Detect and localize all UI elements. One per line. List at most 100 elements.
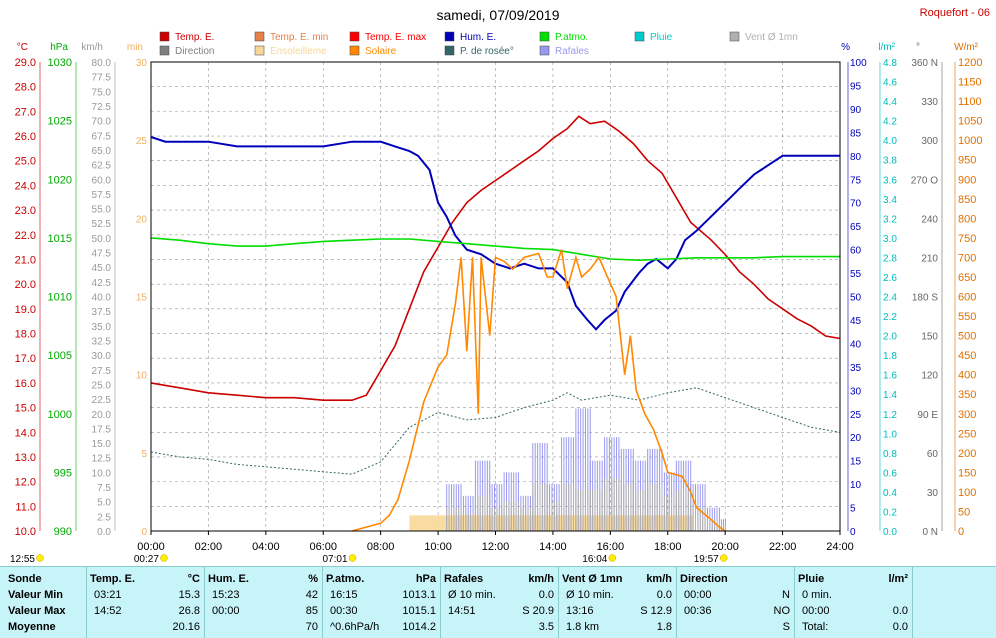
solar-tick: 1000 — [958, 135, 982, 147]
summary-separator — [322, 567, 323, 638]
summary-cell-time: 15:23 — [212, 589, 240, 601]
dir-tick: 60 — [927, 449, 939, 460]
wind-tick: 37.5 — [92, 307, 112, 318]
dir-tick: 90 E — [917, 410, 938, 421]
dir-tick: 210 — [921, 253, 938, 264]
summary-cell-value: 0.0 — [892, 605, 908, 617]
rain-tick: 1.8 — [883, 351, 897, 362]
rain-tick: 2.0 — [883, 332, 897, 343]
summary-cell-value: 26.8 — [178, 605, 200, 617]
summary-cell-time: 03:21 — [94, 589, 122, 601]
temp-tick: 24.0 — [15, 180, 36, 192]
solar-tick: 500 — [958, 331, 976, 343]
temp-tick: 27.0 — [15, 106, 36, 118]
legend-label: Rafales — [555, 46, 589, 57]
axis-unit-min: min — [127, 42, 143, 53]
dir-tick: 150 — [921, 332, 938, 343]
legend-swatch — [349, 45, 360, 56]
solar-tick: 1200 — [958, 57, 982, 69]
solar-tick: 750 — [958, 233, 976, 245]
legend-label: P.atmo. — [555, 32, 588, 43]
solar-tick: 150 — [958, 467, 976, 479]
summary-cell-value: NO — [773, 605, 791, 617]
temp-tick: 13.0 — [15, 452, 36, 464]
summary-separator — [676, 567, 677, 638]
temp-tick: 15.0 — [15, 403, 36, 415]
hum-tick: 60 — [850, 246, 862, 257]
temp-tick: 11.0 — [15, 501, 36, 513]
legend-swatch — [729, 31, 740, 42]
summary-cell-time: Ø 10 min. — [566, 589, 614, 601]
dir-tick: 330 — [921, 97, 938, 108]
summary-cell-value: 85 — [305, 605, 318, 617]
solar-tick: 850 — [958, 194, 976, 206]
time-axis: 00:00 02:00 04:00 06:00 08:00 10:00 12:00 14:00… — [137, 531, 854, 553]
summary-row-label: Sonde — [8, 573, 42, 585]
wind-tick: 30.0 — [92, 351, 112, 362]
press-tick: 1020 — [48, 174, 72, 186]
hum-tick: 5 — [850, 504, 856, 515]
solar-tick: 1150 — [958, 77, 982, 89]
wind-tick: 2.5 — [97, 512, 111, 523]
summary-section-title: Hum. E. — [208, 573, 249, 585]
temp-tick: 22.0 — [15, 230, 36, 242]
summary-cell-time: 00:36 — [684, 605, 712, 617]
dir-tick: 180 S — [912, 293, 938, 304]
summary-separator — [912, 567, 913, 638]
hum-tick: 20 — [850, 433, 862, 444]
hum-tick: 10 — [850, 480, 862, 491]
sun-event-label: 19:57 — [694, 554, 719, 565]
series-line-p-atmo- — [150, 237, 840, 262]
wind-tick: 7.5 — [97, 483, 111, 494]
legend-swatch — [444, 31, 455, 42]
dir-tick: 240 — [921, 214, 938, 225]
rain-tick: 1.0 — [883, 429, 897, 440]
legend-label: Ensoleilleme — [270, 46, 327, 57]
chart-title: samedi, 07/09/2019 — [437, 7, 560, 23]
time-tick-label: 10:00 — [424, 541, 452, 553]
summary-section-unit: l/m² — [888, 573, 908, 585]
legend-label: Temp. E. — [175, 32, 214, 43]
wind-tick: 17.5 — [92, 424, 112, 435]
solar-tick: 600 — [958, 292, 976, 304]
wind-tick: 65.0 — [92, 146, 112, 157]
summary-separator — [558, 567, 559, 638]
sun-event-label: 12:55 — [10, 554, 35, 565]
sun-event-label: 16:04 — [582, 554, 607, 565]
summary-row-label: Moyenne — [8, 621, 56, 633]
hum-tick: 15 — [850, 457, 862, 468]
time-tick-label: 20:00 — [711, 541, 739, 553]
axis-unit-dir: ° — [916, 42, 920, 53]
wind-tick: 72.5 — [92, 102, 112, 113]
time-tick-label: 04:00 — [252, 541, 280, 553]
hum-tick: 90 — [850, 105, 862, 116]
rain-tick: 0.8 — [883, 449, 897, 460]
hum-tick: 45 — [850, 316, 862, 327]
rain-tick: 2.4 — [883, 293, 897, 304]
legend-swatch — [539, 31, 550, 42]
press-tick: 1010 — [48, 292, 72, 304]
legend-label: P. de rosée° — [460, 46, 514, 57]
temp-tick: 17.0 — [15, 353, 36, 365]
summary-cell-value: 42 — [305, 589, 318, 601]
legend-label: Pluie — [650, 32, 673, 43]
axis-units: °C hPa km/h min% l/m² ° W/m² — [17, 42, 979, 53]
rain-tick: 0.0 — [883, 527, 897, 538]
summary-cell-value: 70 — [305, 621, 318, 633]
station-name: Roquefort - 06 — [920, 7, 990, 19]
sun-event-label: 00:27 — [134, 554, 159, 565]
summary-section-title: Direction — [680, 573, 728, 585]
summary-separator — [794, 567, 795, 638]
temp-tick: 26.0 — [15, 131, 36, 143]
rain-tick: 3.0 — [883, 234, 897, 245]
wind-tick: 52.5 — [92, 219, 112, 230]
legend-label: Direction — [175, 46, 214, 57]
wind-tick: 10.0 — [92, 468, 112, 479]
summary-cell-time: 13:16 — [566, 605, 594, 617]
summary-section-unit: km/h — [528, 573, 554, 585]
rain-tick: 3.2 — [883, 214, 897, 225]
solar-tick: 950 — [958, 155, 976, 167]
wind-tick: 62.5 — [92, 161, 112, 172]
time-tick-label: 18:00 — [654, 541, 682, 553]
sun-marker-icon — [36, 554, 44, 562]
